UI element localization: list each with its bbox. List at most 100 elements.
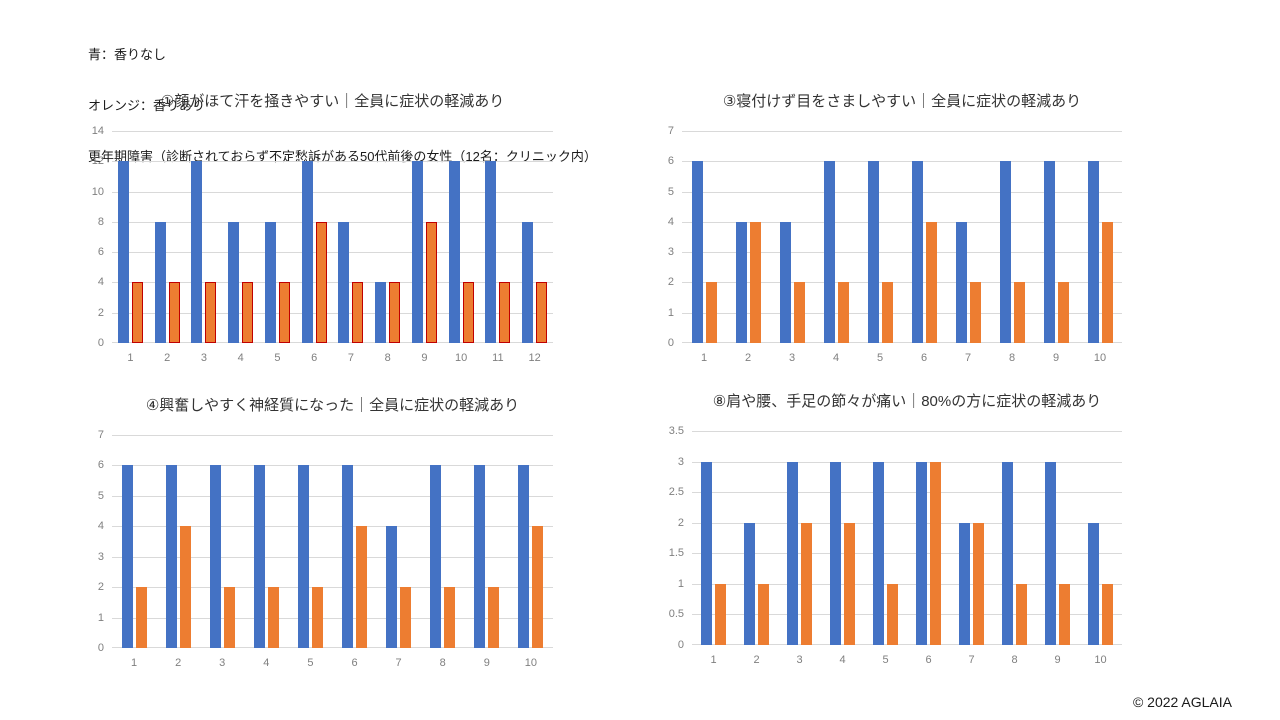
bar-group bbox=[864, 431, 907, 645]
gridline bbox=[692, 522, 1122, 524]
x-tick-label: 2 bbox=[164, 352, 171, 364]
bar-group bbox=[200, 435, 244, 648]
bar-with-scent bbox=[499, 282, 511, 343]
bar-no-scent bbox=[264, 221, 276, 343]
gridline bbox=[112, 252, 553, 254]
gridline bbox=[692, 614, 1122, 616]
gridline bbox=[112, 465, 553, 467]
bar-with-scent bbox=[267, 587, 279, 648]
bar-no-scent bbox=[117, 161, 129, 343]
y-tick-label: 2 bbox=[667, 276, 674, 289]
bar-no-scent bbox=[297, 465, 309, 648]
bar-no-scent bbox=[1087, 161, 1099, 343]
bar-with-scent bbox=[837, 282, 849, 343]
x-tick-label: 8 bbox=[384, 352, 391, 364]
y-axis-labels: 0 2 4 6 8 10 12 14 bbox=[70, 125, 104, 349]
y-tick-label: 6 bbox=[97, 246, 104, 259]
bar-with-scent bbox=[930, 461, 941, 645]
x-tick-label: 1 bbox=[127, 352, 134, 364]
x-tick-label: 8 bbox=[1008, 352, 1016, 364]
gridline bbox=[112, 221, 553, 223]
bar-no-scent bbox=[485, 161, 497, 343]
gridline bbox=[682, 131, 1122, 132]
bar-no-scent bbox=[411, 161, 423, 343]
bar-no-scent bbox=[744, 522, 755, 645]
y-tick-label: 7 bbox=[97, 429, 104, 441]
bar-group bbox=[480, 131, 517, 343]
bar-group bbox=[288, 435, 332, 648]
y-tick-label: 2 bbox=[97, 581, 104, 594]
bar-group bbox=[259, 131, 296, 343]
x-tick-label: 10 bbox=[1093, 352, 1107, 364]
bar-group bbox=[406, 131, 443, 343]
plot-area bbox=[692, 431, 1122, 645]
bar-with-scent bbox=[793, 282, 805, 343]
bar-group bbox=[902, 131, 946, 343]
y-tick-label: 12 bbox=[91, 155, 104, 168]
x-tick-label: 2 bbox=[744, 352, 752, 364]
bar-no-scent bbox=[959, 522, 970, 645]
bar-group bbox=[465, 435, 509, 648]
y-tick-label: 3 bbox=[677, 455, 684, 468]
bar-with-scent bbox=[1013, 282, 1025, 343]
bar-group bbox=[1079, 431, 1122, 645]
y-tick-label: 3 bbox=[97, 550, 104, 563]
bar-no-scent bbox=[691, 161, 703, 343]
x-tick-label: 2 bbox=[175, 657, 182, 669]
gridline bbox=[112, 131, 553, 132]
x-axis-labels: 1 2 3 4 5 6 7 8 9 10 bbox=[692, 654, 1122, 666]
bar-with-scent bbox=[1016, 583, 1027, 645]
chart-title: ①顔がほて汗を掻きやすい｜全員に症状の軽減あり bbox=[160, 93, 505, 110]
chart-4-nervousness: ④興奮しやすく神経質になった｜全員に症状の軽減あり 0 1 2 3 4 5 6 7 1 2 3 4 5… bbox=[98, 396, 553, 669]
bar-group bbox=[858, 131, 902, 343]
bar-no-scent bbox=[518, 465, 530, 648]
bar-no-scent bbox=[1045, 461, 1056, 645]
x-tick-label: 7 bbox=[395, 657, 402, 669]
x-tick-label: 6 bbox=[351, 657, 358, 669]
bar-no-scent bbox=[430, 465, 442, 648]
x-tick-label: 1 bbox=[710, 654, 717, 666]
bar-group bbox=[377, 435, 421, 648]
bar-no-scent bbox=[1043, 161, 1055, 343]
y-axis-labels: 0 1 2 3 4 5 6 7 bbox=[640, 125, 674, 349]
x-tick-label: 8 bbox=[1011, 654, 1018, 666]
bar-group bbox=[770, 131, 814, 343]
y-tick-label: 1 bbox=[677, 577, 684, 590]
bar-with-scent bbox=[749, 221, 761, 343]
bar-with-scent bbox=[400, 587, 412, 648]
bar-with-scent bbox=[278, 282, 290, 343]
y-tick-label: 1 bbox=[97, 611, 104, 624]
x-tick-label: 9 bbox=[1054, 654, 1061, 666]
bar-no-scent bbox=[474, 465, 486, 648]
x-tick-label: 6 bbox=[920, 352, 928, 364]
bar-no-scent bbox=[735, 221, 747, 343]
gridline bbox=[112, 312, 553, 314]
bar-group bbox=[1036, 431, 1079, 645]
plot-area bbox=[112, 435, 553, 648]
bar-no-scent bbox=[955, 221, 967, 343]
y-tick-label: 4 bbox=[667, 215, 674, 228]
bar-no-scent bbox=[253, 465, 265, 648]
y-tick-label: 3 bbox=[667, 246, 674, 259]
plot-area bbox=[682, 131, 1122, 343]
x-axis-labels: 1 2 3 4 5 6 7 8 9 10 bbox=[682, 352, 1122, 364]
bar-group bbox=[369, 131, 406, 343]
bar-group bbox=[112, 131, 149, 343]
bar-with-scent bbox=[1059, 583, 1070, 645]
bar-group bbox=[296, 131, 333, 343]
bar-group bbox=[244, 435, 288, 648]
x-tick-label: 8 bbox=[439, 657, 446, 669]
bar-group bbox=[821, 431, 864, 645]
x-tick-label: 5 bbox=[307, 657, 314, 669]
chart-title: ③寝付けず目をさましやすい｜全員に症状の軽減あり bbox=[722, 93, 1082, 110]
x-tick-label: 5 bbox=[274, 352, 281, 364]
x-axis-labels: 1 2 3 4 5 6 7 8 9 10 11 12 bbox=[112, 352, 553, 364]
x-tick-label: 7 bbox=[964, 352, 972, 364]
bar-with-scent bbox=[425, 221, 437, 343]
bar-no-scent bbox=[701, 461, 712, 645]
bar-no-scent bbox=[342, 465, 354, 648]
bar-with-scent bbox=[488, 587, 500, 648]
bar-group bbox=[907, 431, 950, 645]
